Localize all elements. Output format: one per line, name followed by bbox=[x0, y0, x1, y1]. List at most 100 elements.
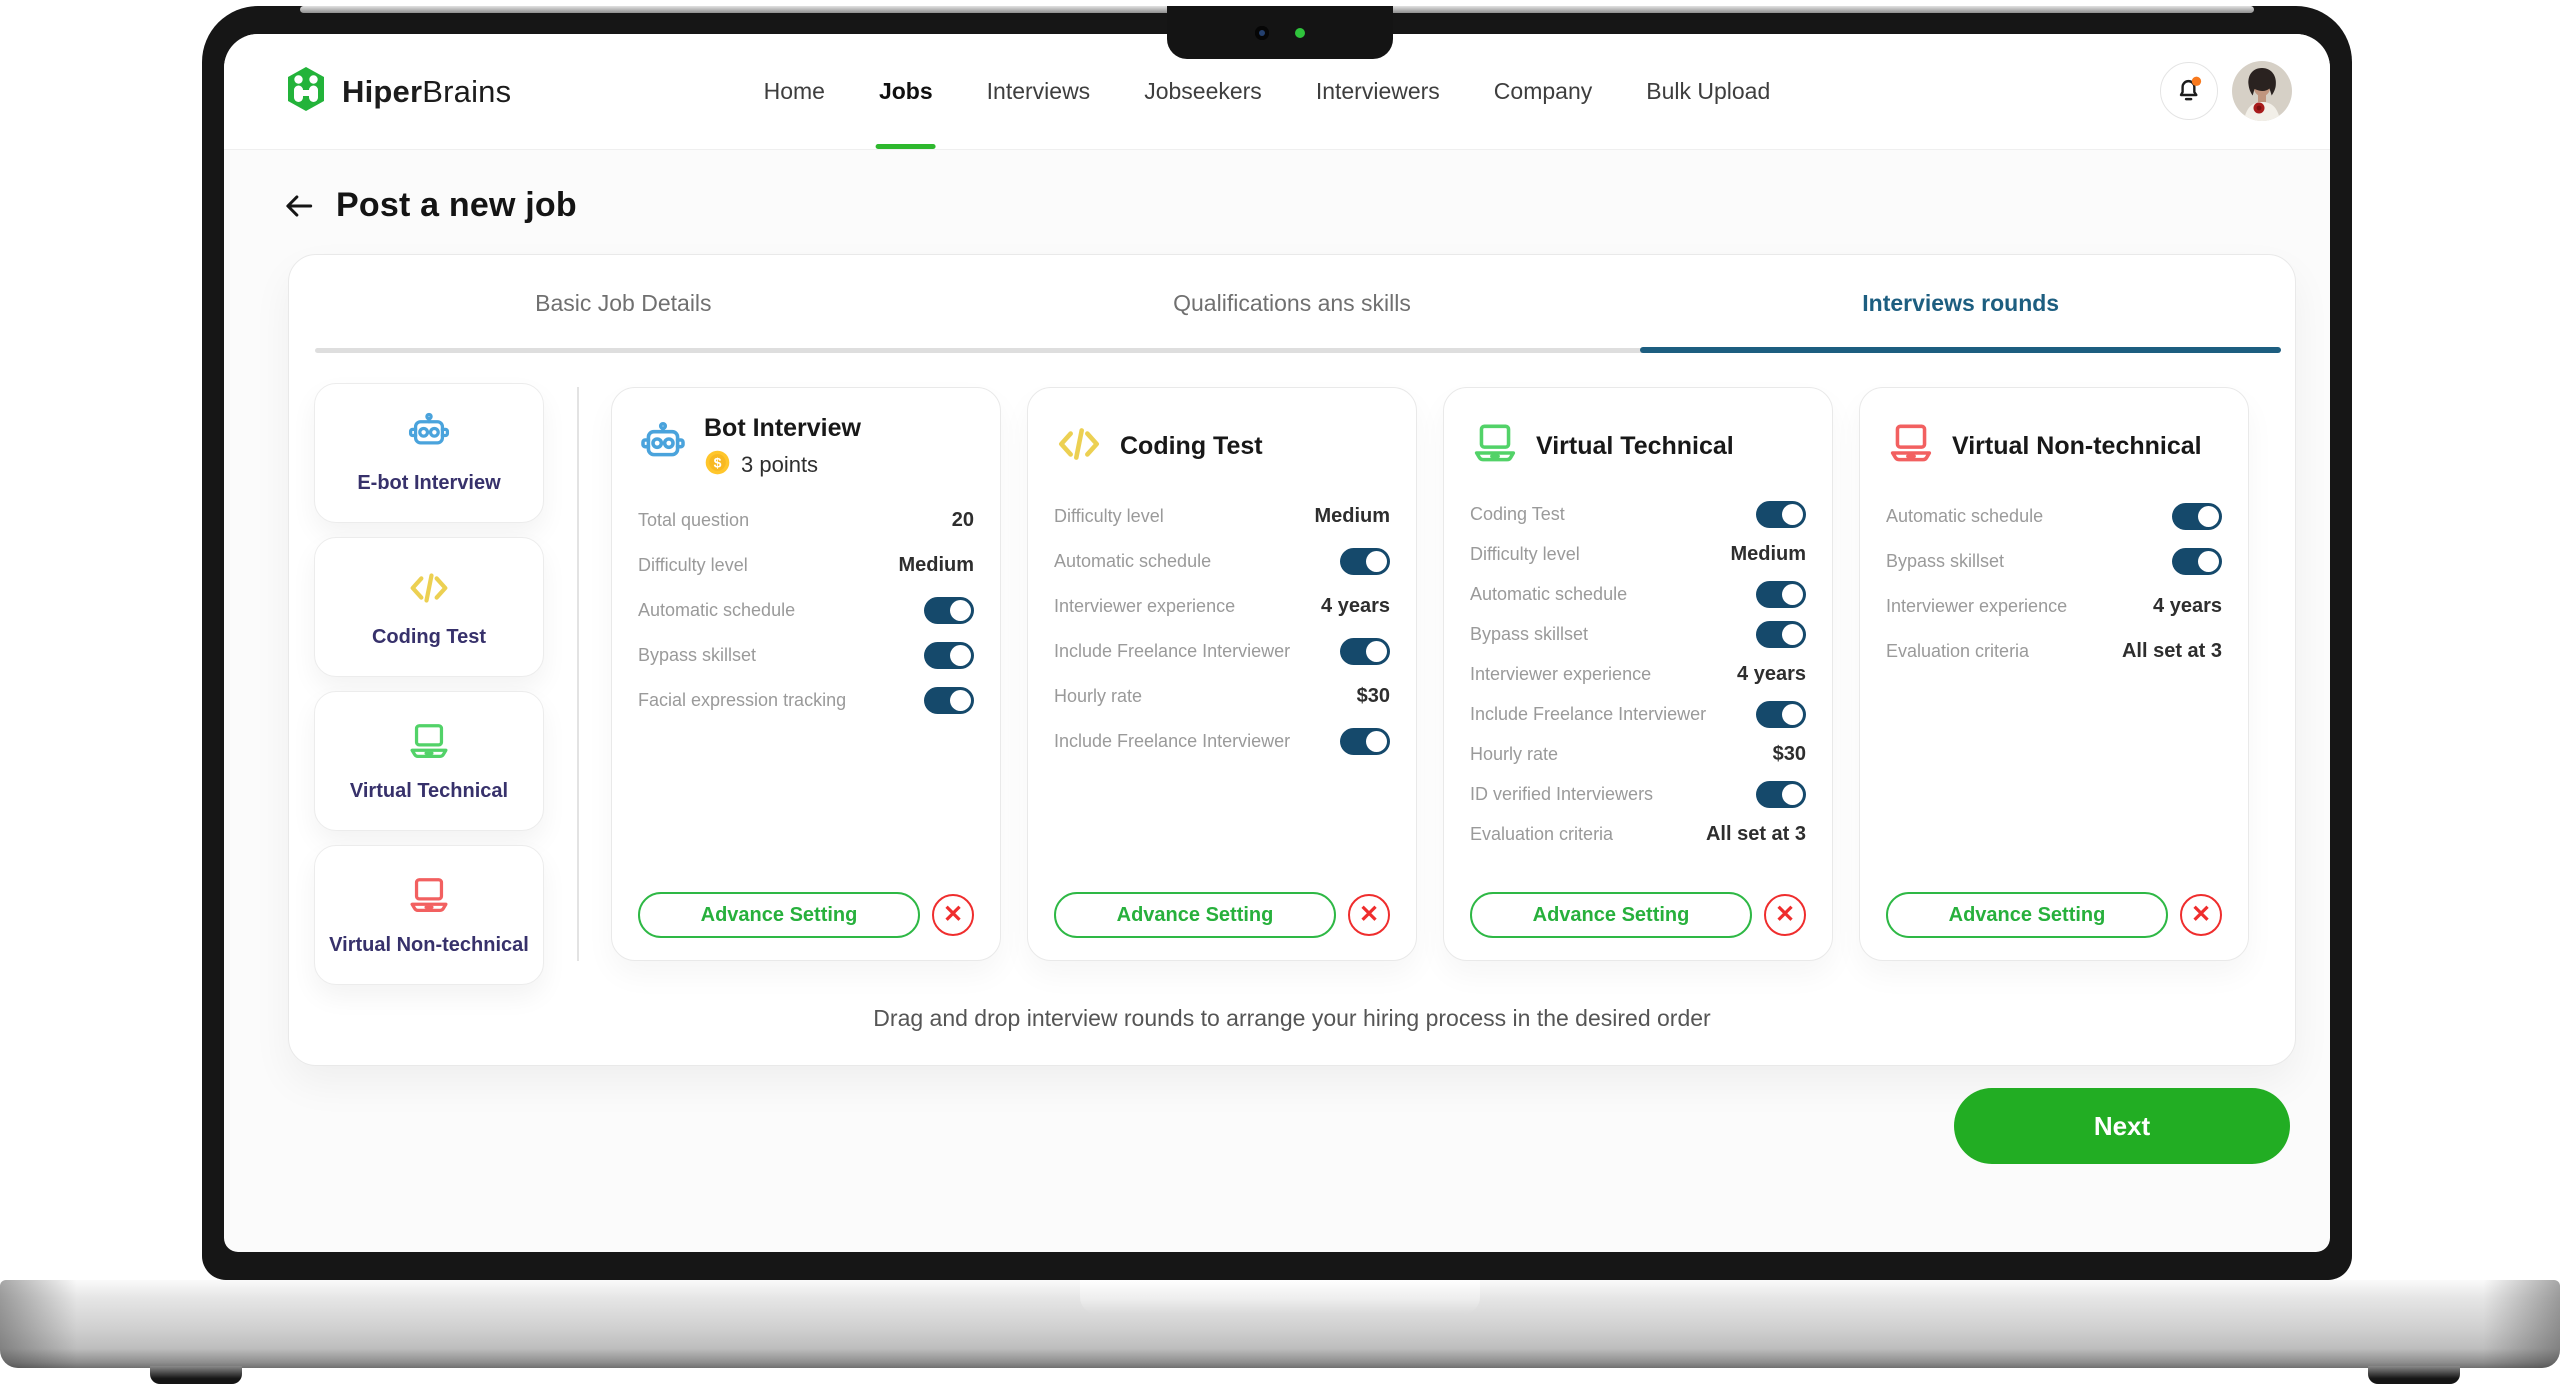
coin-icon: $ bbox=[704, 449, 731, 482]
round-card-heading: Virtual Non-technical bbox=[1952, 432, 2202, 461]
toggle-automatic-schedule[interactable] bbox=[2172, 503, 2222, 530]
setting-label: Automatic schedule bbox=[638, 599, 796, 620]
remove-round-button[interactable]: ✕ bbox=[1764, 894, 1806, 936]
setting-row: Total question 20 bbox=[638, 498, 974, 543]
round-card-footer: Advance Setting ✕ bbox=[1054, 892, 1390, 938]
setting-label: Bypass skillset bbox=[638, 644, 757, 665]
advance-setting-button[interactable]: Advance Setting bbox=[638, 892, 920, 938]
round-points-label: 3 points bbox=[741, 452, 819, 478]
drag-drop-hint: Drag and drop interview rounds to arrang… bbox=[873, 1005, 1711, 1031]
toggle-bypass-skillset[interactable] bbox=[1756, 620, 1806, 648]
round-points: $3 points bbox=[704, 449, 861, 482]
screen: HiperBrains Home Jobs Interviews Jobseekers… bbox=[224, 34, 2330, 1252]
nav-item-home[interactable]: Home bbox=[763, 78, 825, 104]
svg-text:$: $ bbox=[714, 454, 722, 470]
setting-row: Include Freelance Interviewer bbox=[1054, 719, 1390, 764]
setting-label: Automatic schedule bbox=[1886, 506, 2044, 526]
toggle-automatic-schedule[interactable] bbox=[924, 596, 974, 624]
brand-name-light: Brains bbox=[422, 73, 512, 109]
nav-item-jobseekers[interactable]: Jobseekers bbox=[1144, 78, 1262, 104]
round-card-header: Coding Test bbox=[1054, 414, 1390, 478]
tab-basic-job-details[interactable]: Basic Job Details bbox=[535, 289, 712, 316]
round-card-header: Virtual Technical bbox=[1470, 414, 1806, 478]
round-types-sidebar: E-bot Interview Coding Test Virtual Tech… bbox=[314, 383, 544, 985]
toggle-id-verified-interviewers[interactable] bbox=[1756, 780, 1806, 808]
sidebar-divider bbox=[577, 387, 579, 961]
page-title: Post a new job bbox=[336, 186, 577, 224]
setting-label: Bypass skillset bbox=[1886, 551, 2005, 571]
code-icon bbox=[1054, 419, 1104, 474]
setting-value: All set at 3 bbox=[1705, 822, 1806, 845]
setting-value: Medium bbox=[898, 553, 974, 576]
round-settings-list: Automatic schedule Bypass skillset Intervi… bbox=[1886, 494, 2222, 674]
setting-value: 4 years bbox=[1737, 662, 1806, 685]
remove-round-button[interactable]: ✕ bbox=[1348, 894, 1390, 936]
nav-item-jobs[interactable]: Jobs bbox=[879, 34, 933, 149]
round-card-title: Virtual Non-technical bbox=[1952, 431, 2202, 460]
setting-label: Include Freelance Interviewer bbox=[1470, 703, 1707, 724]
toggle-include-freelance-interviewer[interactable] bbox=[1756, 700, 1806, 728]
round-card-header: Virtual Non-technical bbox=[1886, 414, 2222, 478]
sidebar-round-label: Virtual Non-technical bbox=[329, 933, 529, 956]
round-card-title: Coding Test bbox=[1120, 431, 1263, 460]
remove-round-button[interactable]: ✕ bbox=[932, 894, 974, 936]
sidebar-round-virtual-non-technical[interactable]: Virtual Non-technical bbox=[314, 845, 544, 985]
setting-label: Hourly rate bbox=[1054, 686, 1143, 706]
laptop-icon bbox=[1886, 419, 1936, 474]
setting-label: Automatic schedule bbox=[1470, 583, 1628, 604]
remove-round-button[interactable]: ✕ bbox=[2180, 894, 2222, 936]
nav-menu: Home Jobs Interviews Jobseekers Interviewers… bbox=[764, 34, 1771, 149]
setting-label: Interviewer experience bbox=[1470, 663, 1652, 684]
next-button[interactable]: Next bbox=[1954, 1088, 2290, 1164]
sidebar-round-virtual-technical[interactable]: Virtual Technical bbox=[314, 691, 544, 831]
toggle-bypass-skillset[interactable] bbox=[2172, 548, 2222, 575]
back-arrow-icon[interactable] bbox=[282, 189, 316, 223]
laptop-icon bbox=[1470, 419, 1520, 474]
toggle-include-freelance-interviewer[interactable] bbox=[1340, 638, 1390, 665]
close-icon: ✕ bbox=[2190, 901, 2212, 928]
sidebar-round-coding-test[interactable]: Coding Test bbox=[314, 537, 544, 677]
setting-label: Interviewer experience bbox=[1054, 596, 1236, 616]
brand-logo[interactable]: HiperBrains bbox=[282, 34, 511, 149]
wizard-tabs: Basic Job Details Qualifications ans skil… bbox=[289, 255, 2295, 353]
close-icon: ✕ bbox=[1358, 901, 1380, 928]
setting-row: ID verified Interviewers bbox=[1470, 774, 1806, 814]
selected-rounds-row: Bot Interview $3 points Total question 20 D… bbox=[611, 387, 2249, 961]
toggle-include-freelance-interviewer[interactable] bbox=[1340, 728, 1390, 755]
setting-label: Total question bbox=[638, 509, 750, 530]
toggle-facial-expression-tracking[interactable] bbox=[924, 686, 974, 714]
setting-row: Coding Test bbox=[1470, 494, 1806, 534]
setting-row: Hourly rate $30 bbox=[1470, 734, 1806, 774]
setting-row: Interviewer experience 4 years bbox=[1886, 584, 2222, 629]
advance-setting-button[interactable]: Advance Setting bbox=[1886, 892, 2168, 938]
nav-item-interviewers[interactable]: Interviewers bbox=[1315, 78, 1440, 104]
notifications-button[interactable] bbox=[2160, 62, 2218, 120]
setting-label: Bypass skillset bbox=[1470, 623, 1589, 644]
setting-value: All set at 3 bbox=[2121, 640, 2222, 662]
sidebar-round-e-bot-interview[interactable]: E-bot Interview bbox=[314, 383, 544, 523]
nav-item-company[interactable]: Company bbox=[1493, 78, 1593, 104]
advance-setting-button[interactable]: Advance Setting bbox=[1470, 892, 1752, 938]
laptop-base bbox=[0, 1280, 2560, 1368]
nav-item-bulk-upload[interactable]: Bulk Upload bbox=[1646, 78, 1771, 104]
setting-label: Include Freelance Interviewer bbox=[1054, 641, 1291, 661]
setting-row: Difficulty level Medium bbox=[1054, 494, 1390, 539]
setting-label: Difficulty level bbox=[638, 554, 748, 575]
setting-label: Include Freelance Interviewer bbox=[1054, 731, 1291, 751]
user-avatar[interactable] bbox=[2232, 61, 2292, 121]
advance-setting-button[interactable]: Advance Setting bbox=[1054, 892, 1336, 938]
toggle-bypass-skillset[interactable] bbox=[924, 641, 974, 669]
setting-label: Difficulty level bbox=[1470, 543, 1580, 564]
tab-qualifications-ans-skills[interactable]: Qualifications ans skills bbox=[1173, 289, 1411, 316]
nav-item-interviews[interactable]: Interviews bbox=[986, 78, 1091, 104]
round-card-footer: Advance Setting ✕ bbox=[1886, 892, 2222, 938]
tab-interviews-rounds[interactable]: Interviews rounds bbox=[1626, 255, 2295, 353]
toggle-automatic-schedule[interactable] bbox=[1340, 548, 1390, 575]
round-card-virtual-non-technical: Virtual Non-technical Automatic schedule B… bbox=[1859, 387, 2249, 961]
robot-icon bbox=[406, 411, 452, 462]
toggle-coding-test[interactable] bbox=[1756, 500, 1806, 528]
toggle-automatic-schedule[interactable] bbox=[1756, 580, 1806, 608]
setting-row: Automatic schedule bbox=[1470, 574, 1806, 614]
hiperbrains-logo-icon bbox=[282, 65, 330, 118]
setting-label: ID verified Interviewers bbox=[1470, 783, 1654, 804]
